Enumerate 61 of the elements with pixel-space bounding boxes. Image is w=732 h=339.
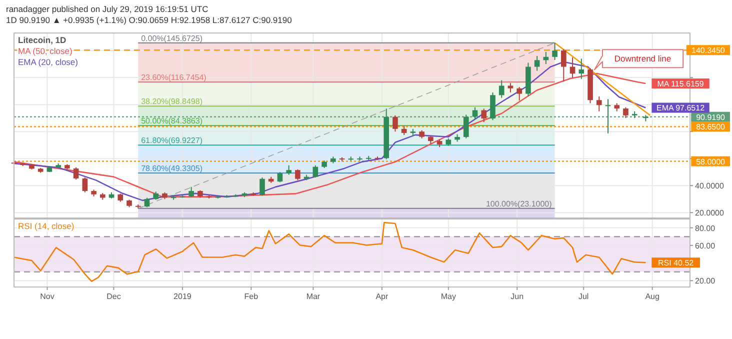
candlestick [516,86,522,102]
ref-line-label: 50.00%(84.3863) [141,116,203,126]
chart-title: Litecoin, 1D [18,35,66,45]
x-tick-label: 2019 [174,292,192,301]
x-tick-label: May [440,292,456,301]
y-tick-label: 80.00 [695,224,716,233]
x-tick-label: Jul [578,292,589,301]
candlestick [463,114,469,139]
candlestick [534,55,540,72]
candlestick [481,108,487,123]
ref-line-label: 0.00%(145.6725) [141,34,203,43]
ref-line-label: 90.9190 [696,112,726,122]
x-tick-label: Apr [376,292,388,301]
candlestick [578,58,584,80]
data-label: EMA 97.6512 [656,104,706,113]
y-tick-label: 60.00 [695,241,716,250]
candlestick [623,106,628,119]
candlestick [605,98,611,134]
data-label: MA 115.6159 [657,79,704,88]
x-tick-label: Feb [244,292,259,301]
candlestick [392,114,398,132]
candlestick [144,197,150,208]
candlestick [561,48,566,82]
annotation: Downtrend line [614,54,672,64]
candlestick [490,92,496,121]
y-tick-label: 20.0000 [695,208,724,218]
y-tick-label: 20.00 [695,276,716,286]
candlestick [498,80,504,98]
text: RSI (14, close) [18,221,74,231]
candlestick [286,164,292,176]
x-tick-label: Jun [510,292,524,301]
candlestick [188,186,194,198]
candlestick [570,56,576,78]
candlestick [596,96,602,112]
ref-line-label: 78.60%(49.3305) [141,164,203,173]
candlestick [73,166,79,180]
candlestick [260,176,265,196]
candlestick [312,164,318,178]
data-label: RSI 40.52 [658,258,694,268]
candlestick [277,172,283,183]
candlestick [472,106,478,120]
ref-line-label: 38.20%(98.8498) [141,97,203,106]
candlestick [295,168,300,181]
text: 1D 90.9190 ▲ +0.9935 (+1.1%) O:90.0659 H:92.1958 L:87.6127 C:90.9190 [6,15,292,25]
y-tick-label: 40.0000 [695,182,724,191]
text: ranadagger published on July 29, 2019 16:19:51 UTC [6,4,208,14]
ref-line-label: 61.80%(69.9227) [141,136,203,146]
candlestick [508,82,514,93]
x-tick-label: Aug [645,292,660,301]
ref-line-label: 100.00%(23.1000) [486,199,552,208]
ref-line-label: 58.0000 [696,157,726,166]
ref-line-label: 83.6500 [696,122,726,132]
ref-line-label: 23.60%(116.7454) [141,72,207,82]
x-tick-label: Dec [106,292,121,301]
x-tick-label: Mar [306,292,320,301]
ref-line-label: 140.3450 [692,46,726,56]
candlestick [552,42,558,61]
text: EMA (20, close) [18,57,78,67]
candlestick [82,176,88,193]
x-tick-label: Nov [40,292,54,301]
line-series [13,222,646,282]
